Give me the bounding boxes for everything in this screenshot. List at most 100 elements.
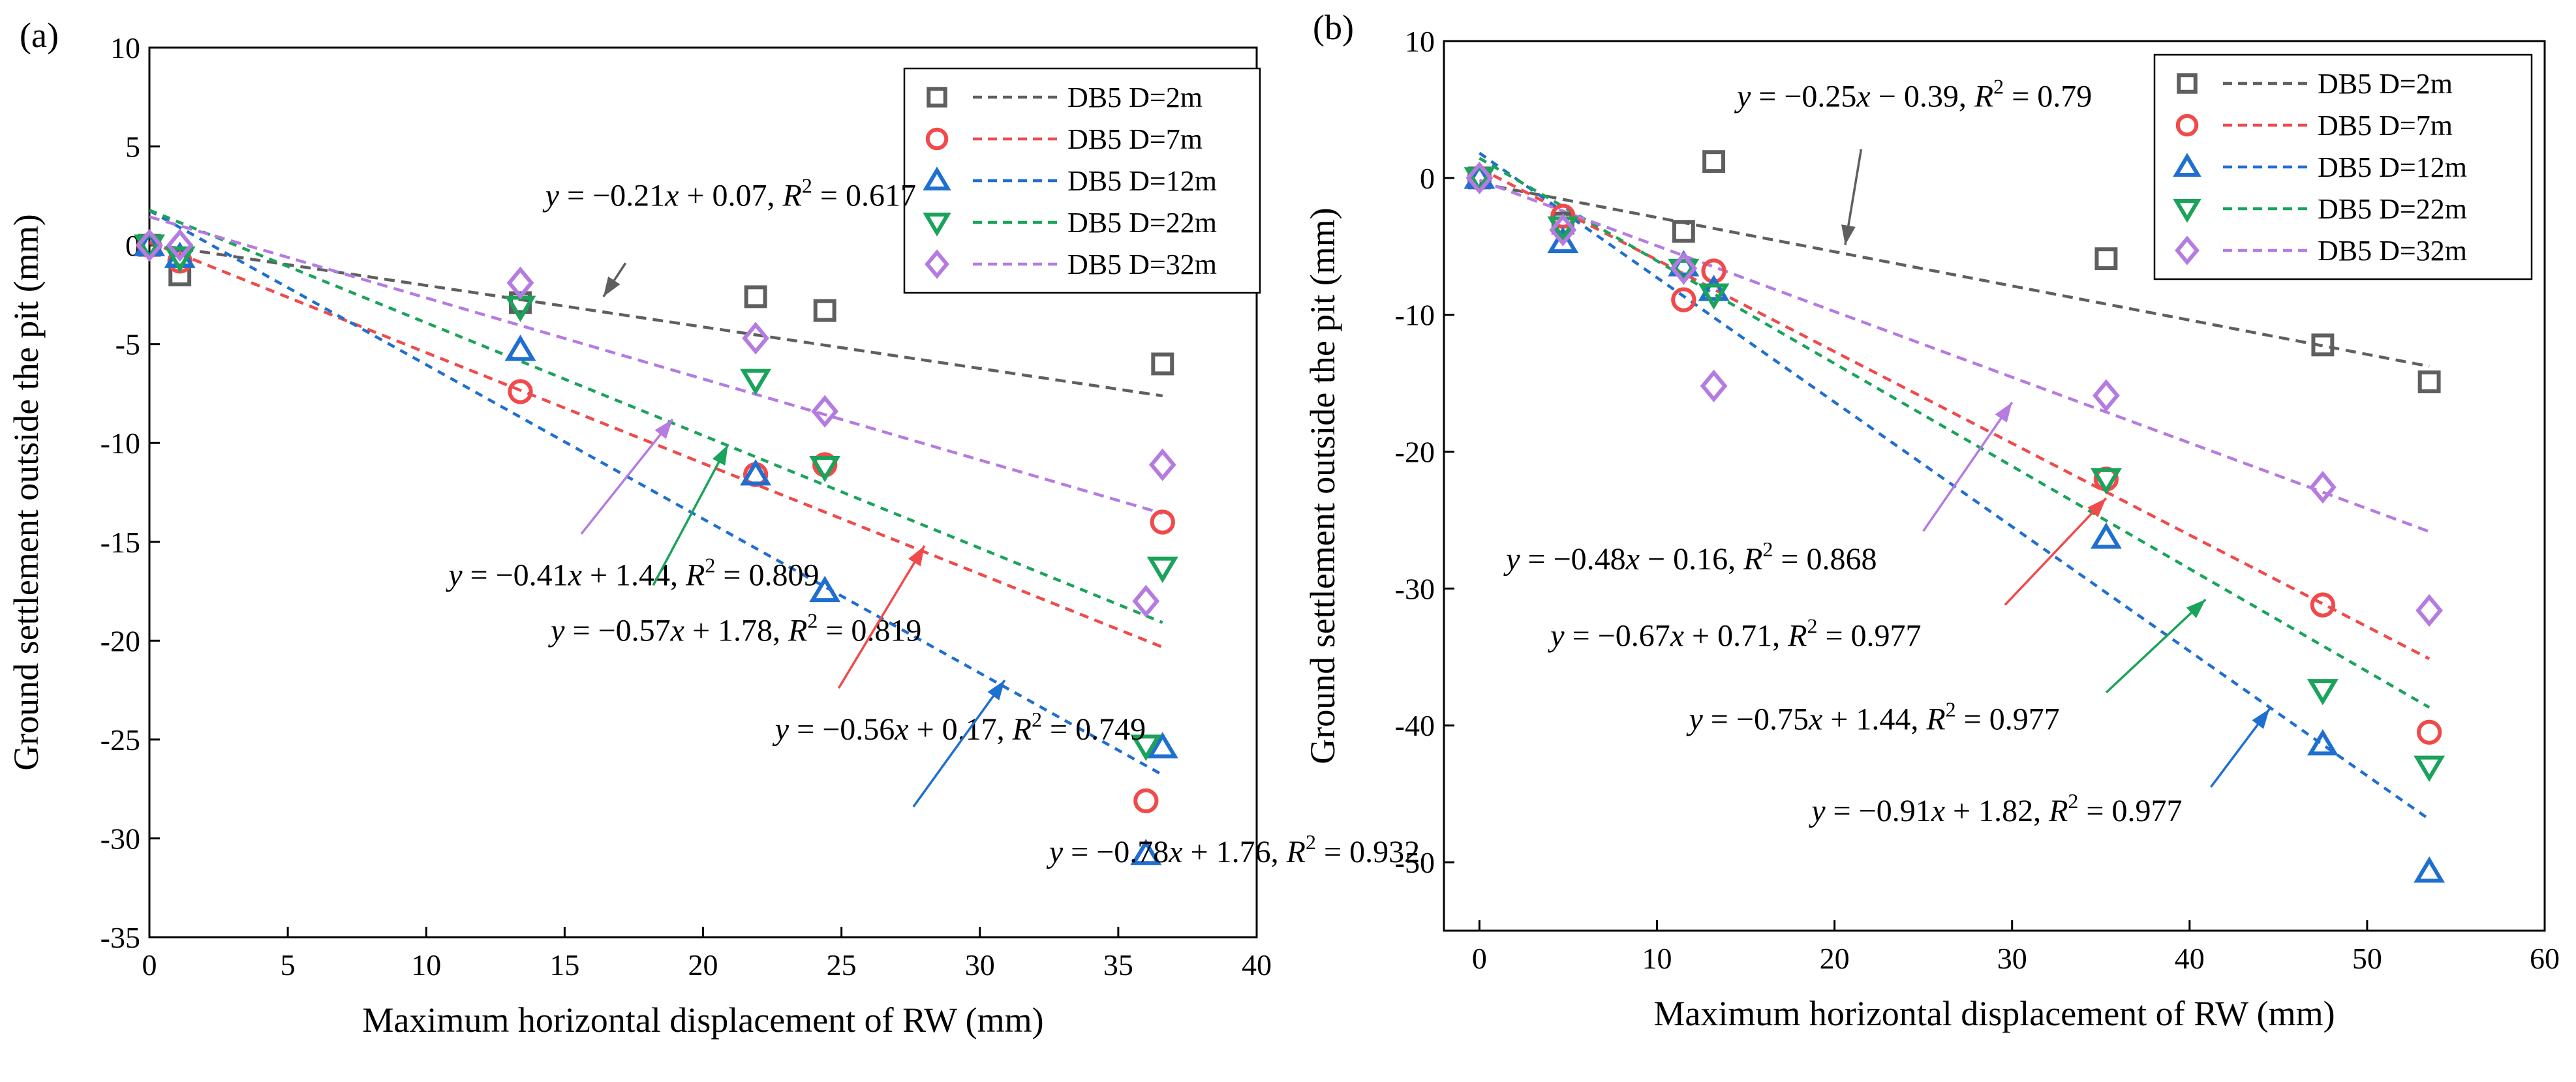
legend-label: DB5 D=7m <box>1067 123 1203 155</box>
annotation-arrowhead <box>987 680 1005 700</box>
data-point <box>740 368 772 395</box>
legend-label: DB5 D=22m <box>2318 193 2467 225</box>
data-point <box>2307 679 2338 706</box>
annotation-arrow <box>912 679 1006 807</box>
legend-label: DB5 D=7m <box>2318 110 2453 142</box>
equation-part: x <box>670 613 684 648</box>
legend-marker <box>925 127 949 151</box>
data-point <box>1148 448 1176 481</box>
y-tick-label: -25 <box>100 723 140 757</box>
x-tick-label: 60 <box>2530 942 2560 975</box>
data-point <box>1146 556 1178 583</box>
equation-part: R <box>782 178 802 213</box>
legend: DB5 D=2m DB5 D=7m DB5 D=12m DB5 D=22m DB5 D=… <box>2153 53 2533 280</box>
data-point <box>1550 203 1576 229</box>
fit-line-db5-d-22m <box>149 209 1163 624</box>
data-point <box>811 395 839 428</box>
equation-part: + <box>1684 619 1717 654</box>
equation-part: = <box>1042 712 1075 747</box>
equation-part: −0.56 <box>822 712 895 747</box>
equation-part: 0.617 <box>846 178 916 213</box>
annotation-arrowhead <box>908 545 925 567</box>
fit-equation-annotation: y = −0.21x + 0.07, R2 = 0.617 <box>542 173 916 297</box>
data-point <box>1146 732 1178 759</box>
data-point <box>809 575 841 603</box>
data-point <box>504 335 536 361</box>
fit-lines <box>149 209 1163 777</box>
data-point <box>1671 287 1696 312</box>
annotation-arrow <box>1922 402 2014 532</box>
equation-part: −0.41 <box>496 558 568 592</box>
y-tick-label: -35 <box>100 921 140 954</box>
data-point <box>2414 856 2446 883</box>
equation-part: = <box>789 712 822 747</box>
equation-part: R <box>1743 542 1762 577</box>
data-point <box>2414 755 2446 782</box>
x-tick-label: 40 <box>2175 942 2205 975</box>
equation-part: 2 <box>1032 708 1042 731</box>
data-point <box>2415 594 2444 627</box>
data-point <box>2094 247 2118 271</box>
data-point <box>1464 167 1495 194</box>
equation-part: y <box>1547 619 1565 654</box>
equation-part: = <box>1565 619 1598 654</box>
equation-part: x <box>1808 702 1822 737</box>
annotation-arrow <box>652 444 729 586</box>
y-tick-label: -50 <box>1395 846 1435 879</box>
equation-part: = <box>1316 835 1349 869</box>
data-point <box>1670 252 1698 285</box>
fit-equation-annotation: y = −0.25x − 0.39, R2 = 0.79 <box>1734 75 2092 245</box>
data-point <box>1130 734 1162 761</box>
fit-equation: y = −0.41x + 1.44, R2 = 0.809 <box>445 553 819 592</box>
panel-b: (b) 0 10 20 30 40 50 60 10 0 -10 -20 -30 -40 -50 Maximu… <box>1303 8 2560 1033</box>
annotation-arrowhead <box>712 445 728 466</box>
legend-marker <box>923 213 951 237</box>
data-point <box>506 266 534 299</box>
equation-part: x <box>664 178 679 213</box>
equation-part: x <box>1931 794 1945 828</box>
fit-equation: y = −0.78x + 1.76, R2 = 0.932 <box>1046 830 1420 869</box>
x-tick-label: 5 <box>281 948 296 982</box>
legend-label: DB5 D=32m <box>2318 235 2467 267</box>
equation-part: 0.868 <box>1806 542 1877 577</box>
x-tick-label: 20 <box>1820 942 1850 975</box>
equation-part: 2 <box>705 553 715 577</box>
data-point <box>1133 788 1159 814</box>
data-point <box>508 379 533 404</box>
equation-part: y <box>445 558 463 592</box>
data-point <box>136 229 163 262</box>
legend-marker <box>2177 73 2198 94</box>
equation-part: x <box>568 558 582 592</box>
x-tick-label: 10 <box>1642 942 1672 975</box>
fit-line-db5-d-22m <box>1479 157 2430 709</box>
equation-part: , <box>767 178 783 213</box>
equation-part: = <box>1063 835 1096 869</box>
equation-part: y <box>547 613 565 648</box>
fit-equation: y = −0.25x − 0.39, R2 = 0.79 <box>1734 75 2092 114</box>
x-tick-label: 15 <box>549 948 579 982</box>
data-point <box>1700 369 1728 402</box>
y-tick-label: -10 <box>1395 299 1435 332</box>
y-tick-label: -20 <box>100 624 140 657</box>
equation-part: = <box>1751 80 1784 114</box>
fit-line-db5-d-32m <box>149 215 1163 515</box>
y-axis-title: Ground settlement outside the pit (mm) <box>7 214 46 770</box>
equation-part: y <box>1734 80 1751 114</box>
x-tick-label: 30 <box>1997 942 2027 975</box>
y-tick-label: -15 <box>100 526 140 559</box>
x-tick-label: 0 <box>1472 942 1487 975</box>
y-tick-label: -30 <box>1395 572 1435 605</box>
legend-label: DB5 D=2m <box>1067 82 1203 113</box>
annotation-arrow <box>2105 598 2207 694</box>
legend-marker <box>2175 235 2200 265</box>
equation-part: y <box>1685 702 1703 737</box>
equation-part: = <box>559 178 592 213</box>
legend-label: DB5 D=22m <box>1067 207 1217 239</box>
series-db5-d-22m <box>134 234 1178 761</box>
annotation-arrow <box>837 545 926 689</box>
legend-marker <box>923 166 951 190</box>
equation-part: 0.07 <box>713 178 767 213</box>
equation-part: −0.57 <box>598 613 671 648</box>
fit-equation: y = −0.75x + 1.44, R2 = 0.977 <box>1685 698 2059 737</box>
